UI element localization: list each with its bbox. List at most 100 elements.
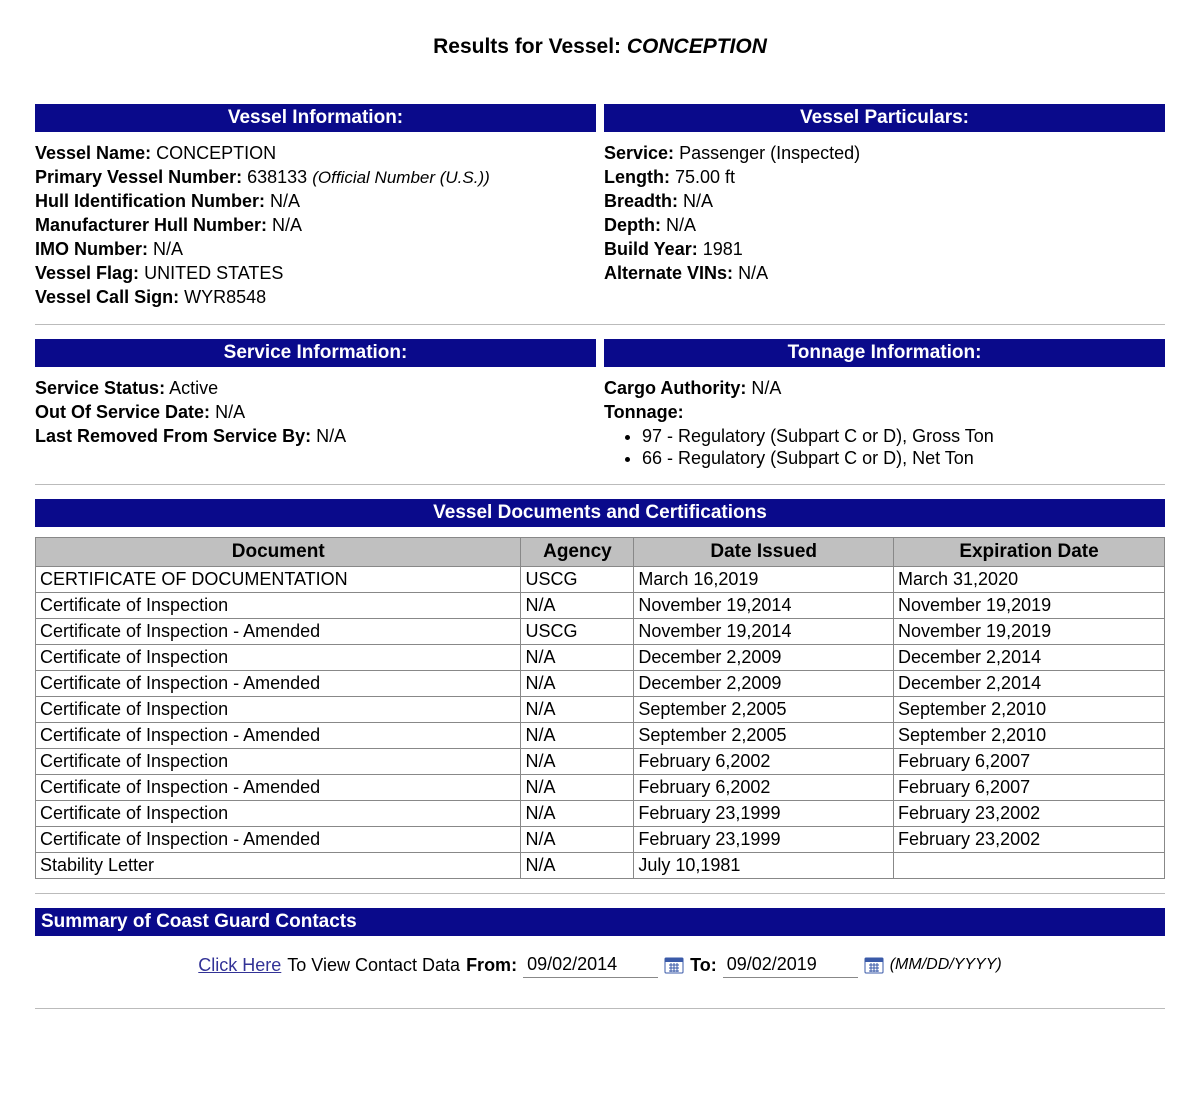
particulars-header: Vessel Particulars:	[604, 104, 1165, 132]
table-cell: July 10,1981	[634, 853, 894, 879]
table-cell: February 6,2002	[634, 749, 894, 775]
field-removed-by: Last Removed From Service By: N/A	[35, 425, 596, 448]
table-cell: N/A	[521, 827, 634, 853]
table-cell: N/A	[521, 645, 634, 671]
table-cell: N/A	[521, 853, 634, 879]
docs-column-header: Date Issued	[634, 538, 894, 567]
divider	[35, 484, 1165, 485]
table-cell: USCG	[521, 567, 634, 593]
contacts-header: Summary of Coast Guard Contacts	[35, 908, 1165, 936]
table-cell: N/A	[521, 801, 634, 827]
table-cell: Certificate of Inspection - Amended	[36, 775, 521, 801]
click-here-link[interactable]: Click Here	[198, 955, 281, 976]
field-mfr-hull: Manufacturer Hull Number: N/A	[35, 214, 596, 237]
table-cell: Certificate of Inspection	[36, 593, 521, 619]
field-hull-id: Hull Identification Number: N/A	[35, 190, 596, 213]
table-row: Certificate of Inspection - AmendedN/ADe…	[36, 671, 1165, 697]
table-cell: Certificate of Inspection - Amended	[36, 723, 521, 749]
table-cell: N/A	[521, 723, 634, 749]
table-row: Certificate of InspectionN/A February 23,…	[36, 801, 1165, 827]
table-cell: Certificate of Inspection - Amended	[36, 827, 521, 853]
table-row: Certificate of InspectionN/ANovember 19,…	[36, 593, 1165, 619]
field-length: Length: 75.00 ft	[604, 166, 1165, 189]
tonnage-item: 97 - Regulatory (Subpart C or D), Gross …	[642, 426, 1165, 447]
field-cargo-authority: Cargo Authority: N/A	[604, 377, 1165, 400]
tonnage-item: 66 - Regulatory (Subpart C or D), Net To…	[642, 448, 1165, 469]
field-depth: Depth: N/A	[604, 214, 1165, 237]
field-alt-vins: Alternate VINs: N/A	[604, 262, 1165, 285]
field-service-status: Service Status: Active	[35, 377, 596, 400]
table-row: Certificate of InspectionN/ASeptember 2,…	[36, 697, 1165, 723]
table-cell: February 23,2002	[894, 827, 1165, 853]
table-cell: Stability Letter	[36, 853, 521, 879]
tonnage-list: 97 - Regulatory (Subpart C or D), Gross …	[624, 426, 1165, 469]
field-service: Service: Passenger (Inspected)	[604, 142, 1165, 165]
divider	[35, 324, 1165, 325]
table-cell: Certificate of Inspection - Amended	[36, 671, 521, 697]
table-cell: February 6,2007	[894, 775, 1165, 801]
service-info-header: Service Information:	[35, 339, 596, 367]
table-cell: December 2,2014	[894, 671, 1165, 697]
table-row: Certificate of InspectionN/AFebruary 6,2…	[36, 749, 1165, 775]
table-cell: December 2,2009	[634, 671, 894, 697]
field-out-date: Out Of Service Date: N/A	[35, 401, 596, 424]
table-cell: CERTIFICATE OF DOCUMENTATION	[36, 567, 521, 593]
docs-column-header: Agency	[521, 538, 634, 567]
table-cell: December 2,2014	[894, 645, 1165, 671]
from-date-input[interactable]	[523, 952, 658, 978]
to-label: To:	[690, 955, 717, 976]
table-cell: N/A	[521, 749, 634, 775]
table-cell: March 31,2020	[894, 567, 1165, 593]
to-date-input[interactable]	[723, 952, 858, 978]
table-cell: Certificate of Inspection	[36, 801, 521, 827]
tonnage-info-header: Tonnage Information:	[604, 339, 1165, 367]
docs-table: DocumentAgencyDate IssuedExpiration Date…	[35, 537, 1165, 879]
table-cell: February 6,2002	[634, 775, 894, 801]
table-cell: September 2,2010	[894, 723, 1165, 749]
table-cell: N/A	[521, 671, 634, 697]
vessel-info-header: Vessel Information:	[35, 104, 596, 132]
table-cell: December 2,2009	[634, 645, 894, 671]
field-imo: IMO Number: N/A	[35, 238, 596, 261]
from-label: From:	[466, 955, 517, 976]
calendar-icon[interactable]	[864, 955, 884, 975]
table-row: Certificate of Inspection - AmendedN/AFe…	[36, 775, 1165, 801]
table-cell: September 2,2010	[894, 697, 1165, 723]
table-cell: September 2,2005	[634, 723, 894, 749]
table-cell: February 23,1999	[634, 827, 894, 853]
table-cell	[894, 853, 1165, 879]
contact-controls: Click Here To View Contact Data From: To…	[35, 936, 1165, 994]
table-cell: February 23,2002	[894, 801, 1165, 827]
field-vessel-name: Vessel Name: CONCEPTION	[35, 142, 596, 165]
table-cell: Certificate of Inspection	[36, 645, 521, 671]
table-cell: November 19,2019	[894, 593, 1165, 619]
table-row: Certificate of Inspection - AmendedUSCGN…	[36, 619, 1165, 645]
field-call-sign: Vessel Call Sign: WYR8548	[35, 286, 596, 309]
table-cell: USCG	[521, 619, 634, 645]
page-title: Results for Vessel: CONCEPTION	[35, 35, 1165, 59]
table-cell: November 19,2014	[634, 593, 894, 619]
table-cell: February 6,2007	[894, 749, 1165, 775]
table-cell: Certificate of Inspection - Amended	[36, 619, 521, 645]
table-row: Certificate of Inspection - AmendedN/AFe…	[36, 827, 1165, 853]
field-tonnage-label: Tonnage:	[604, 401, 1165, 424]
docs-column-header: Expiration Date	[894, 538, 1165, 567]
table-row: Certificate of InspectionN/ADecember 2,2…	[36, 645, 1165, 671]
table-cell: N/A	[521, 593, 634, 619]
table-cell: Certificate of Inspection	[36, 749, 521, 775]
table-cell: N/A	[521, 697, 634, 723]
field-primary-number: Primary Vessel Number: 638133 (Official …	[35, 166, 596, 189]
title-vessel-name: CONCEPTION	[627, 35, 767, 58]
date-format-note: (MM/DD/YYYY)	[890, 956, 1002, 974]
docs-column-header: Document	[36, 538, 521, 567]
calendar-icon[interactable]	[664, 955, 684, 975]
field-flag: Vessel Flag: UNITED STATES	[35, 262, 596, 285]
table-cell: September 2,2005	[634, 697, 894, 723]
table-row: CERTIFICATE OF DOCUMENTATIONUSCGMarch 16…	[36, 567, 1165, 593]
field-breadth: Breadth: N/A	[604, 190, 1165, 213]
field-build-year: Build Year: 1981	[604, 238, 1165, 261]
divider	[35, 1008, 1165, 1009]
divider	[35, 893, 1165, 894]
table-row: Stability LetterN/AJuly 10,1981	[36, 853, 1165, 879]
table-row: Certificate of Inspection - AmendedN/ASe…	[36, 723, 1165, 749]
